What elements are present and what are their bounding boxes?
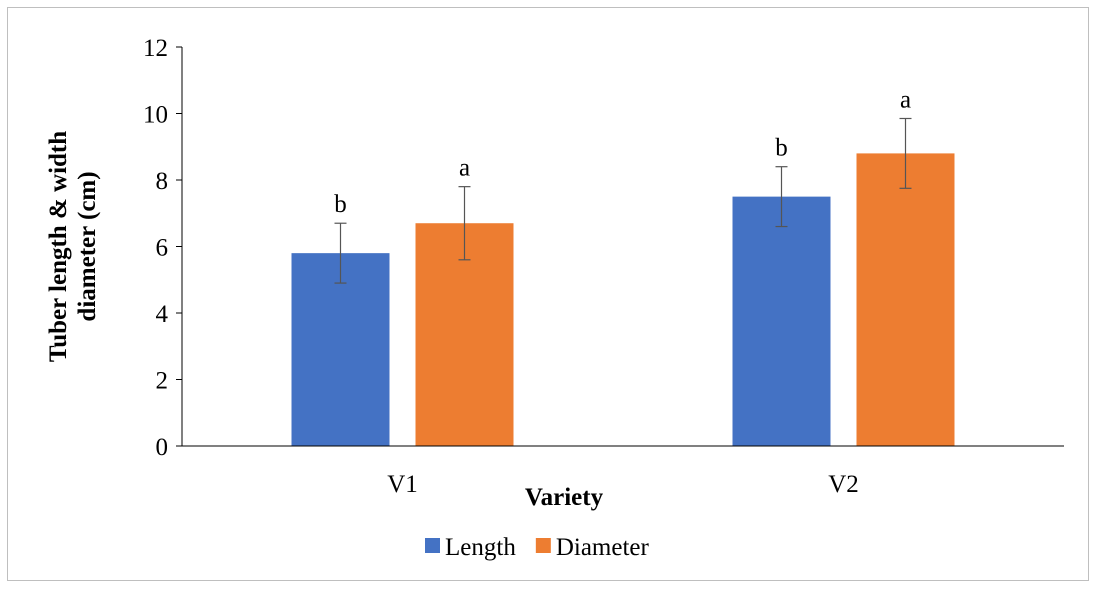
significance-label: a [900, 86, 911, 113]
chart-frame: Tuber length & widthdiameter (cm) 0 2 4 6 8 1… [7, 7, 1089, 581]
y-tick-label: 8 [156, 168, 169, 195]
x-tick-label: V2 [828, 471, 859, 498]
bars: b a b a [291, 86, 955, 446]
x-axis: V1 V2 [182, 445, 1064, 498]
y-tick-label: 6 [156, 235, 169, 262]
x-tick-label: V1 [387, 471, 418, 498]
legend: Length Diameter [425, 534, 650, 561]
x-axis-title: Variety [525, 484, 604, 511]
bar-diameter-v2 [856, 153, 955, 446]
y-tick-label: 0 [156, 434, 169, 461]
bar-length-v1 [291, 253, 390, 446]
y-axis: 0 2 4 6 8 10 12 [143, 35, 183, 461]
y-tick-label: 2 [156, 368, 169, 395]
legend-label: Diameter [556, 534, 650, 561]
significance-label: b [334, 191, 347, 218]
significance-label: a [459, 155, 470, 182]
y-axis-title-line: Tuber length & width [45, 131, 72, 362]
legend-swatch [535, 538, 551, 553]
y-tick-label: 10 [143, 102, 168, 129]
significance-label: b [775, 135, 788, 162]
y-tick-label: 4 [156, 301, 169, 328]
legend-swatch [425, 538, 440, 553]
y-tick-label: 12 [143, 35, 168, 62]
legend-label: Length [445, 534, 516, 561]
y-axis-title-line: diameter (cm) [74, 171, 101, 321]
bar-chart: Tuber length & widthdiameter (cm) 0 2 4 6 8 1… [45, 35, 1064, 561]
y-axis-title: Tuber length & widthdiameter (cm) [45, 131, 101, 362]
bar-length-v2 [732, 196, 831, 446]
y-axis-title-text: Tuber length & widthdiameter (cm) [45, 131, 101, 362]
